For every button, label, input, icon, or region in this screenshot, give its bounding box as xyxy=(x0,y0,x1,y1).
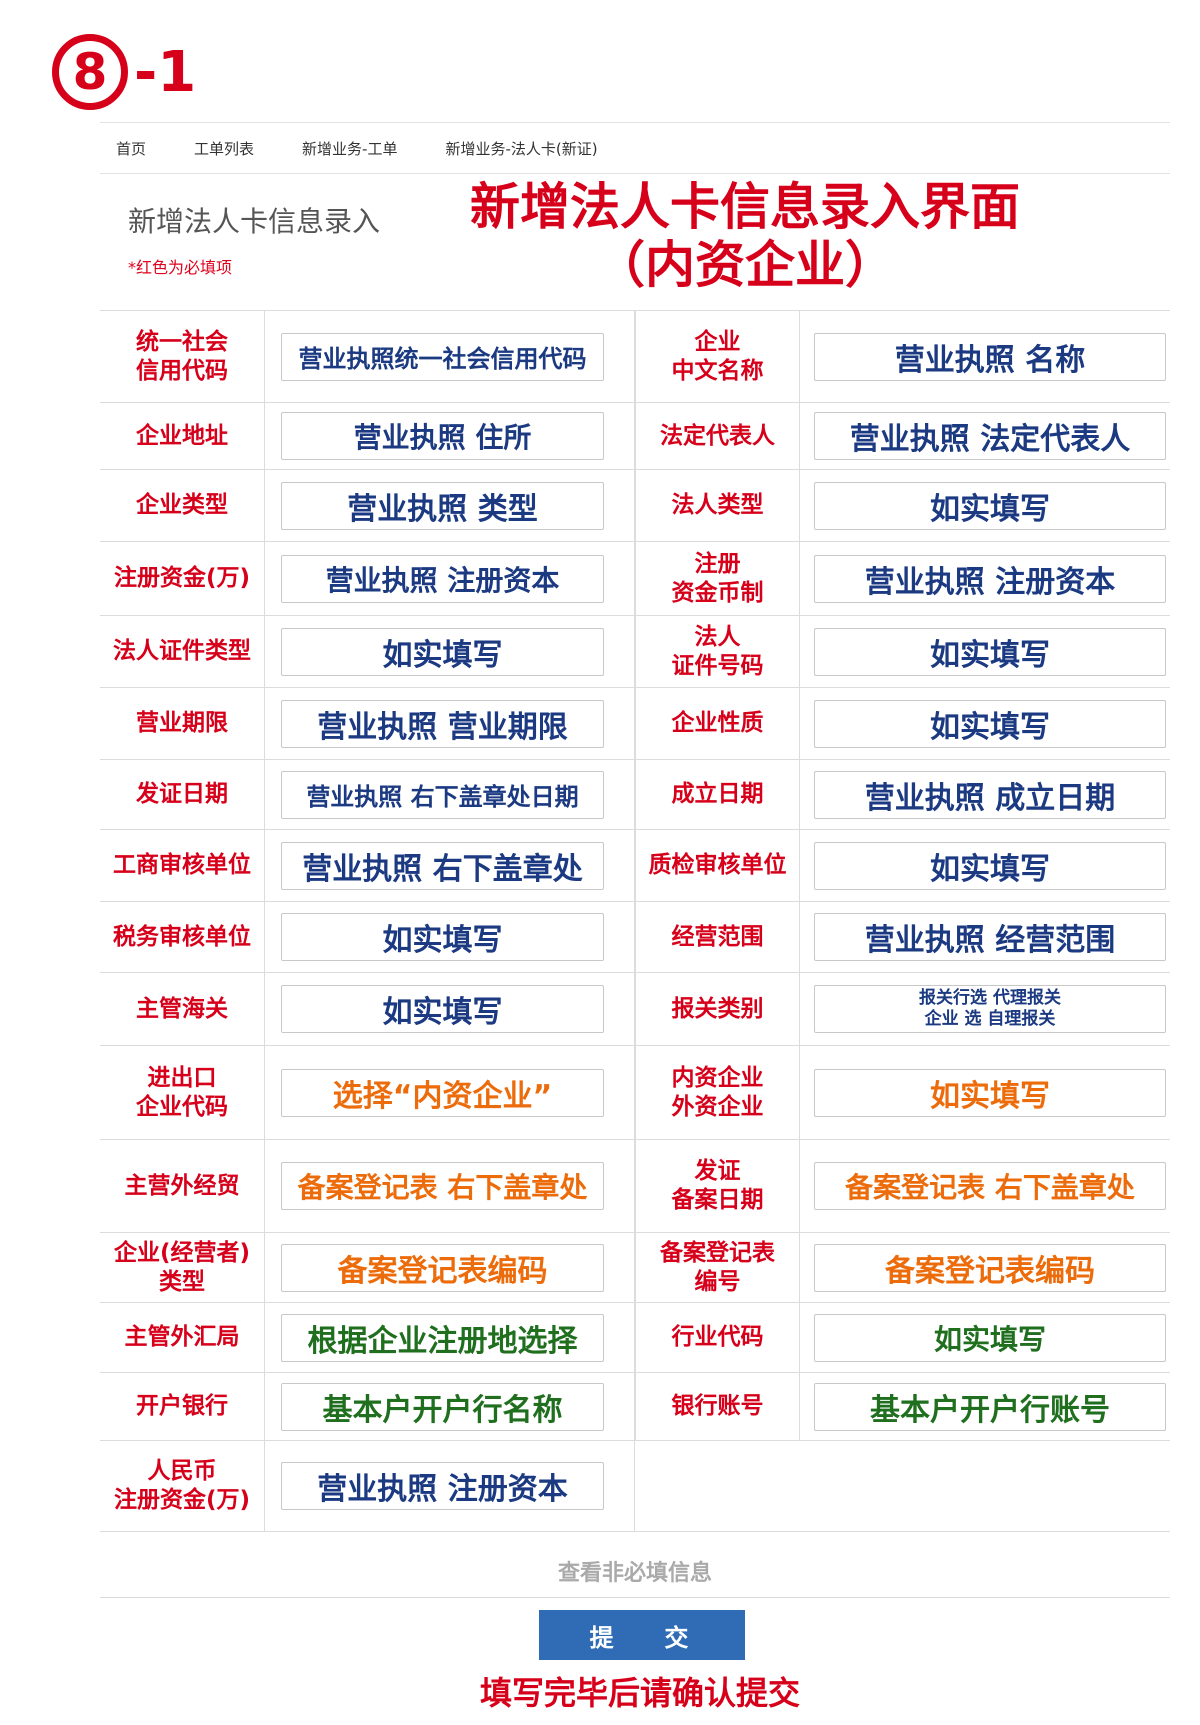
field-label: 注册资金(万) xyxy=(100,542,265,615)
import-export-code-select[interactable]: 选择“内资企业” xyxy=(281,1068,604,1117)
breadcrumb-home[interactable]: 首页 xyxy=(116,139,147,158)
company-name-field[interactable]: 营业执照 名称 xyxy=(814,332,1166,381)
field-label: 行业代码 xyxy=(635,1303,800,1372)
form-row: 注册资金(万) 营业执照 注册资本 注册 资金币制 营业执照 注册资本 xyxy=(100,542,1170,616)
quality-review-select[interactable]: 如实填写 xyxy=(814,841,1166,890)
filing-date-field[interactable]: 备案登记表 右下盖章处 xyxy=(814,1162,1166,1210)
overlay-title-line1: 新增法人卡信息录入界面 xyxy=(470,178,1020,236)
registered-capital-field[interactable]: 营业执照 注册资本 xyxy=(281,554,604,603)
breadcrumb-ticket-list[interactable]: 工单列表 xyxy=(194,139,255,158)
company-type-field[interactable]: 营业执照 类型 xyxy=(281,481,604,530)
field-label: 企业地址 xyxy=(100,403,265,469)
field-label: 企业性质 xyxy=(635,688,800,759)
field-label: 注册 资金币制 xyxy=(635,542,800,615)
field-label: 成立日期 xyxy=(635,760,800,829)
legal-card-form: 统一社会 信用代码 营业执照统一社会信用代码 企业 中文名称 营业执照 名称 企… xyxy=(100,310,1170,1532)
breadcrumb-new-ticket[interactable]: 新增业务-工单 xyxy=(302,139,398,158)
overlay-title-line2: （内资企业） xyxy=(595,236,895,294)
field-label: 税务审核单位 xyxy=(100,902,265,972)
field-label: 备案登记表 编号 xyxy=(635,1233,800,1302)
required-note: *红色为必填项 xyxy=(128,258,233,277)
business-term-field[interactable]: 营业执照 营业期限 xyxy=(281,699,604,748)
industry-code-select[interactable]: 如实填写 xyxy=(814,1313,1166,1362)
field-label: 企业类型 xyxy=(100,470,265,541)
field-label: 报关类别 xyxy=(635,973,800,1045)
form-row: 法人证件类型 如实填写 法人 证件号码 如实填写 xyxy=(100,616,1170,688)
field-label: 内资企业 外资企业 xyxy=(635,1046,800,1139)
form-row: 税务审核单位 如实填写 经营范围 营业执照 经营范围 xyxy=(100,902,1170,973)
issue-date-field[interactable]: 营业执照 右下盖章处日期 xyxy=(281,770,604,819)
field-label: 银行账号 xyxy=(635,1373,800,1440)
breadcrumb-legal-card[interactable]: 新增业务-法人卡(新证) xyxy=(445,139,598,158)
form-row: 企业地址 营业执照 住所 法定代表人 营业执照 法定代表人 xyxy=(100,403,1170,470)
declaration-option-self: 企业 选 自理报关 xyxy=(924,1009,1056,1029)
form-row: 统一社会 信用代码 营业执照统一社会信用代码 企业 中文名称 营业执照 名称 xyxy=(100,311,1170,403)
field-label: 人民币 注册资金(万) xyxy=(100,1441,265,1531)
form-row: 人民币 注册资金(万) 营业执照 注册资本 xyxy=(100,1441,1170,1532)
legal-person-type-select[interactable]: 如实填写 xyxy=(814,481,1166,530)
field-label: 开户银行 xyxy=(100,1373,265,1440)
customs-select[interactable]: 如实填写 xyxy=(281,985,604,1033)
tax-review-select[interactable]: 如实填写 xyxy=(281,913,604,961)
capital-currency-select[interactable]: 营业执照 注册资本 xyxy=(814,554,1166,603)
declaration-option-agent: 报关行选 代理报关 xyxy=(919,988,1061,1008)
field-label: 法定代表人 xyxy=(635,403,800,469)
form-title: 新增法人卡信息录入 xyxy=(128,205,381,238)
field-label: 发证日期 xyxy=(100,760,265,829)
foreign-trade-field[interactable]: 备案登记表 右下盖章处 xyxy=(281,1162,604,1210)
field-label: 发证 备案日期 xyxy=(635,1140,800,1232)
company-address-field[interactable]: 营业执照 住所 xyxy=(281,412,604,460)
field-label: 进出口 企业代码 xyxy=(100,1046,265,1139)
footer-note: 填写完毕后请确认提交 xyxy=(479,1674,800,1712)
company-nature-select[interactable]: 如实填写 xyxy=(814,699,1166,748)
industry-commerce-review-select[interactable]: 营业执照 右下盖章处 xyxy=(281,841,604,890)
form-row: 企业类型 营业执照 类型 法人类型 如实填写 xyxy=(100,470,1170,542)
field-label: 法人 证件号码 xyxy=(635,616,800,687)
operator-type-select[interactable]: 备案登记表编码 xyxy=(281,1243,604,1292)
field-label: 主管海关 xyxy=(100,973,265,1045)
step-indicator: 8 -1 xyxy=(52,34,196,110)
form-row: 进出口 企业代码 选择“内资企业” 内资企业 外资企业 如实填写 xyxy=(100,1046,1170,1140)
field-label: 统一社会 信用代码 xyxy=(100,311,265,402)
rmb-registered-capital-field[interactable]: 营业执照 注册资本 xyxy=(281,1462,604,1510)
form-row: 发证日期 营业执照 右下盖章处日期 成立日期 营业执照 成立日期 xyxy=(100,760,1170,830)
step-suffix: -1 xyxy=(134,39,197,105)
submit-button[interactable]: 提 交 xyxy=(539,1610,745,1660)
field-label: 法人类型 xyxy=(635,470,800,541)
forex-bureau-select[interactable]: 根据企业注册地选择 xyxy=(281,1313,604,1362)
form-row: 营业期限 营业执照 营业期限 企业性质 如实填写 xyxy=(100,688,1170,760)
legal-representative-field[interactable]: 营业执照 法定代表人 xyxy=(814,412,1166,460)
form-row: 主营外经贸 备案登记表 右下盖章处 发证 备案日期 备案登记表 右下盖章处 xyxy=(100,1140,1170,1233)
breadcrumb: 首页 工单列表 新增业务-工单 新增业务-法人卡(新证) xyxy=(100,122,1170,174)
filing-number-field[interactable]: 备案登记表编码 xyxy=(814,1243,1166,1292)
form-row: 企业(经营者) 类型 备案登记表编码 备案登记表 编号 备案登记表编码 xyxy=(100,1233,1170,1303)
domestic-foreign-select[interactable]: 如实填写 xyxy=(814,1068,1166,1117)
id-type-select[interactable]: 如实填写 xyxy=(281,627,604,676)
form-row: 主管外汇局 根据企业注册地选择 行业代码 如实填写 xyxy=(100,1303,1170,1373)
form-row: 主管海关 如实填写 报关类别 报关行选 代理报关 企业 选 自理报关 xyxy=(100,973,1170,1046)
field-label: 企业 中文名称 xyxy=(635,311,800,402)
declaration-type-select[interactable]: 报关行选 代理报关 企业 选 自理报关 xyxy=(814,985,1166,1033)
field-label: 主营外经贸 xyxy=(100,1140,265,1232)
field-label: 主管外汇局 xyxy=(100,1303,265,1372)
form-row: 工商审核单位 营业执照 右下盖章处 质检审核单位 如实填写 xyxy=(100,830,1170,902)
form-row: 开户银行 基本户开户行名称 银行账号 基本户开户行账号 xyxy=(100,1373,1170,1441)
bank-name-field[interactable]: 基本户开户行名称 xyxy=(281,1382,604,1431)
field-label: 法人证件类型 xyxy=(100,616,265,687)
id-number-field[interactable]: 如实填写 xyxy=(814,627,1166,676)
establish-date-field[interactable]: 营业执照 成立日期 xyxy=(814,770,1166,819)
step-number-circle: 8 xyxy=(52,34,128,110)
credit-code-field[interactable]: 营业执照统一社会信用代码 xyxy=(281,332,604,381)
bank-account-field[interactable]: 基本户开户行账号 xyxy=(814,1382,1166,1431)
business-scope-field[interactable]: 营业执照 经营范围 xyxy=(814,913,1166,961)
field-label: 企业(经营者) 类型 xyxy=(100,1233,265,1302)
field-label: 营业期限 xyxy=(100,688,265,759)
field-label: 经营范围 xyxy=(635,902,800,972)
overlay-title: 新增法人卡信息录入界面 （内资企业） xyxy=(425,178,1065,294)
view-optional-info-link[interactable]: 查看非必填信息 xyxy=(100,1545,1170,1598)
field-label: 工商审核单位 xyxy=(100,830,265,901)
field-label: 质检审核单位 xyxy=(635,830,800,901)
